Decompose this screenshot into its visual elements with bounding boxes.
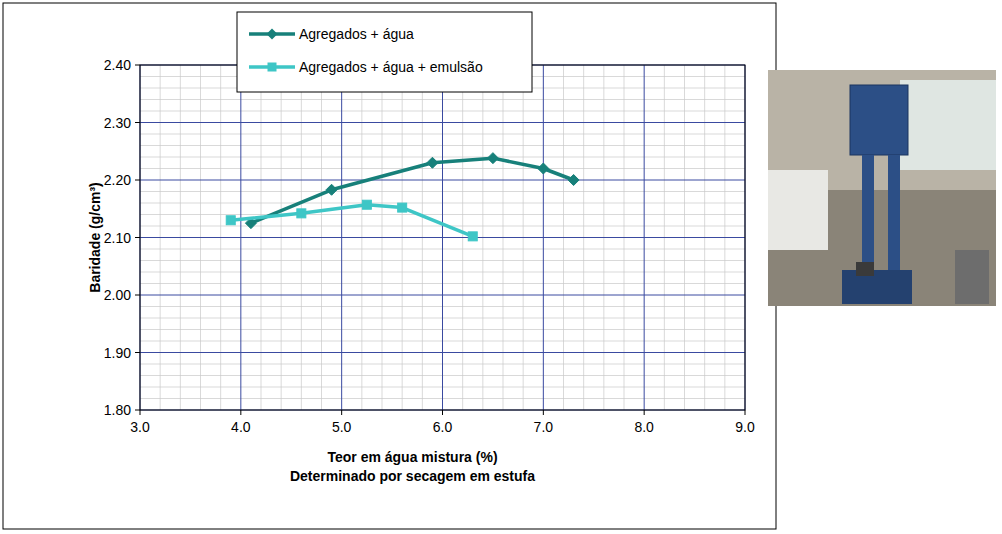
tick-label: 4.0 [231,419,251,435]
marker [226,216,235,225]
tick [135,295,140,296]
tick-label: 3.0 [130,419,150,435]
marker [487,153,498,164]
grid-line [140,295,745,296]
photo-machine-top [850,85,908,155]
tick [442,410,443,415]
photo-machine-column [862,155,874,275]
grid-line [140,180,745,181]
tick [135,410,140,411]
legend: Agregados + água Agregados + água + emuls… [237,12,532,92]
tick [135,180,140,181]
marker [427,157,438,168]
tick [135,122,140,123]
photo [768,70,996,306]
x-axis-note: Determinado por secagem em estufa [290,468,535,484]
tick-label: 8.0 [634,419,654,435]
tick-label: 5.0 [332,419,352,435]
legend-marker [267,29,278,40]
tick [644,410,645,415]
legend-marker [268,63,277,72]
legend-box [237,12,532,92]
plot-frame [140,65,745,410]
tick [135,65,140,66]
photo-bin [955,250,989,304]
grid-line [140,237,745,238]
grid [140,65,745,410]
x-axis-title: Teor em água mistura (%) [327,449,497,465]
tick-label: 2.20 [104,172,131,188]
photo-background [768,70,996,306]
photo-window [900,80,996,170]
tick-label: 6.0 [433,419,453,435]
marker [362,200,371,209]
tick-label: 2.30 [104,115,131,131]
tick [543,410,544,415]
photo-cabinet [768,170,828,250]
tick [745,410,746,415]
legend-marker [268,63,277,72]
legend-label: Agregados + água [299,26,414,42]
plot-data [226,153,579,241]
y-axis-title: Baridade (g/cm³) [87,182,103,292]
tick [140,410,141,415]
tick-label: 9.0 [735,419,755,435]
chart-frame [3,3,776,529]
photo-machine-base [842,270,912,304]
tick [240,410,241,415]
tick [135,352,140,353]
grid-line [140,352,745,353]
marker [297,209,306,218]
marker [468,232,477,241]
tick [135,237,140,238]
grid-line [140,122,745,123]
legend-marker [267,29,278,40]
marker [568,175,579,186]
marker [326,184,337,195]
tick-label: 7.0 [534,419,554,435]
marker [538,163,549,174]
legend-label: Agregados + água + emulsão [299,59,483,75]
photo-mould [856,262,874,276]
series-line [231,205,473,237]
tick-label: 1.80 [104,402,131,418]
tick-label: 1.90 [104,345,131,361]
tick-label: 2.00 [104,287,131,303]
tick-label: 2.10 [104,230,131,246]
tick [341,410,342,415]
marker [398,203,407,212]
photo-machine-column [888,155,900,275]
tick-label: 2.40 [104,57,131,73]
chart: 3.0 4.0 5.0 6.0 7.0 8.0 9.0 1.80 1.90 2.00 2.10 2.2… [0,0,1002,534]
